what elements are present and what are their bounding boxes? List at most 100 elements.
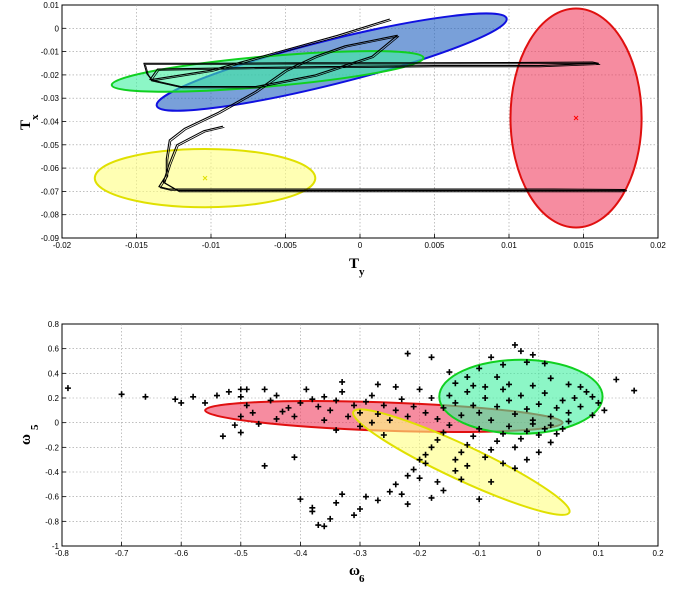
data-point — [202, 399, 209, 406]
data-point — [511, 444, 518, 451]
data-point — [261, 462, 268, 469]
data-point — [273, 415, 280, 422]
data-point — [529, 420, 536, 427]
data-point — [452, 380, 459, 387]
data-point — [565, 409, 572, 416]
data-point — [446, 369, 453, 376]
data-point — [416, 456, 423, 463]
x-tick-label: -0.7 — [115, 549, 129, 558]
x-tick-label: -0.6 — [174, 549, 188, 558]
data-point — [523, 456, 530, 463]
data-point — [506, 397, 512, 404]
data-point — [374, 497, 381, 504]
x-tick-label: 0.1 — [593, 549, 605, 558]
data-point — [470, 433, 477, 440]
data-point — [321, 393, 328, 400]
x-tick-label: -0.1 — [472, 549, 486, 558]
cluster-center — [573, 115, 579, 121]
data-point — [494, 374, 501, 381]
data-point — [559, 425, 566, 432]
data-point — [434, 478, 441, 485]
data-point — [398, 491, 405, 498]
data-point — [178, 399, 185, 406]
data-point — [589, 393, 596, 400]
data-point — [547, 422, 554, 429]
x-tick-label: 0.005 — [424, 241, 445, 250]
data-point — [428, 444, 435, 451]
y-tick-label: 0.01 — [43, 1, 59, 10]
data-point — [386, 488, 393, 495]
data-point — [440, 429, 447, 436]
x-axis-label-top: T — [349, 256, 359, 272]
chart-bottom: -0.8 -0.7 -0.6 -0.5 -0.4 -0.3 -0.2 -0.1 0 0.1 0.2 0… — [18, 320, 664, 585]
y-tick-label: -0.08 — [41, 211, 60, 220]
data-point — [458, 412, 465, 419]
data-point — [470, 402, 477, 409]
x-tick-label: -0.015 — [125, 241, 148, 250]
data-point — [351, 402, 358, 409]
data-point — [506, 381, 512, 388]
x-tick-label: -0.4 — [294, 549, 308, 558]
data-point — [517, 435, 524, 442]
y-tick-label: -0.02 — [41, 71, 60, 80]
data-point — [267, 397, 274, 404]
y-tick-label: -0.04 — [41, 118, 60, 127]
x-axis-label-bottom: ω — [349, 563, 360, 579]
data-point — [488, 478, 495, 485]
data-point — [315, 403, 322, 410]
data-point — [315, 522, 322, 529]
y-tick-label: -0.06 — [41, 164, 60, 173]
data-point — [500, 460, 507, 467]
data-point — [303, 386, 310, 393]
data-point — [219, 433, 226, 440]
data-point — [458, 449, 465, 456]
x-tick-label: -0.3 — [353, 549, 367, 558]
data-point — [613, 376, 620, 383]
data-point — [541, 425, 548, 432]
y-tick-label: -0.05 — [41, 141, 60, 150]
data-point — [476, 365, 483, 372]
data-point — [416, 475, 423, 482]
data-point — [380, 402, 387, 409]
data-point — [464, 388, 471, 395]
x-tick-label: 0 — [358, 241, 363, 250]
data-point — [142, 393, 149, 400]
y-tick-label: 0 — [55, 24, 60, 33]
data-point — [595, 399, 602, 406]
data-point — [511, 341, 518, 348]
data-point — [410, 466, 417, 473]
y-tick-label: 0.2 — [48, 394, 60, 403]
data-point — [565, 418, 572, 425]
data-point — [583, 388, 590, 395]
x-tick-label: 0.02 — [650, 241, 666, 250]
x-tick-label: -0.8 — [55, 549, 69, 558]
x-tick-label: -0.005 — [274, 241, 297, 250]
data-point — [291, 454, 298, 461]
data-point — [392, 383, 399, 390]
data-point — [547, 439, 554, 446]
data-point — [398, 396, 405, 403]
data-point — [422, 451, 429, 458]
data-point — [488, 354, 495, 361]
data-point — [362, 398, 369, 405]
x-tick-label: 0 — [537, 549, 542, 558]
y-axis-label-sub-top: x — [29, 114, 41, 120]
data-point — [339, 388, 346, 395]
y-axis-label-top: T — [18, 120, 34, 130]
data-point — [309, 504, 316, 511]
data-point — [458, 476, 465, 483]
y-tick-label: 0.6 — [48, 345, 60, 354]
data-point — [333, 427, 340, 434]
data-point — [273, 392, 280, 399]
data-point — [577, 403, 584, 410]
data-point — [517, 348, 524, 355]
data-point — [237, 393, 244, 400]
data-point — [488, 417, 495, 424]
data-point — [511, 465, 518, 472]
data-point — [249, 409, 256, 416]
data-point — [297, 496, 304, 503]
data-point — [428, 354, 435, 361]
data-point — [494, 403, 501, 410]
data-point — [440, 404, 447, 411]
data-point — [464, 374, 471, 381]
